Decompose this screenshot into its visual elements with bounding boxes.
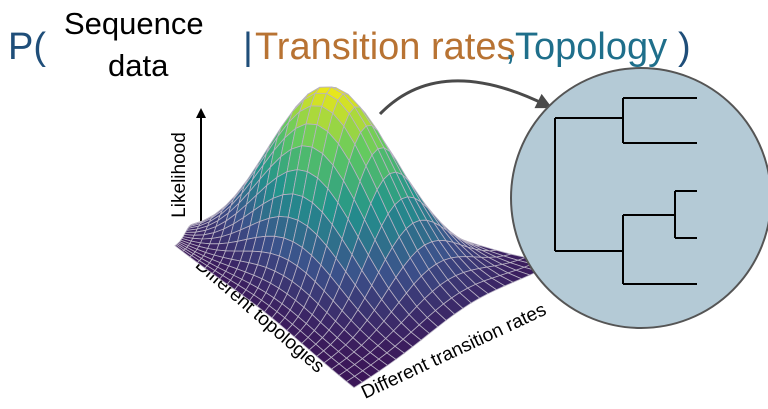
formula-sequence-line2: data: [108, 48, 169, 83]
topology-circle: [510, 67, 768, 329]
formula-conditional-bar: |: [243, 26, 253, 68]
formula-comma: ,: [505, 26, 516, 68]
phylogenetic-tree: [554, 97, 697, 285]
formula-p-open: P(: [8, 26, 46, 68]
peak-to-tree-arrow: [378, 79, 553, 116]
likelihood-surface: [174, 86, 557, 389]
formula-topology: Topology: [515, 26, 668, 68]
surface-cell: [345, 375, 364, 389]
formula-sequence-line1: Sequence: [64, 6, 204, 41]
likelihood-axis-label: Likelihood: [169, 132, 190, 218]
formula-p-close: ): [678, 26, 691, 68]
formula-transition-rates: Transition rates: [255, 26, 516, 68]
